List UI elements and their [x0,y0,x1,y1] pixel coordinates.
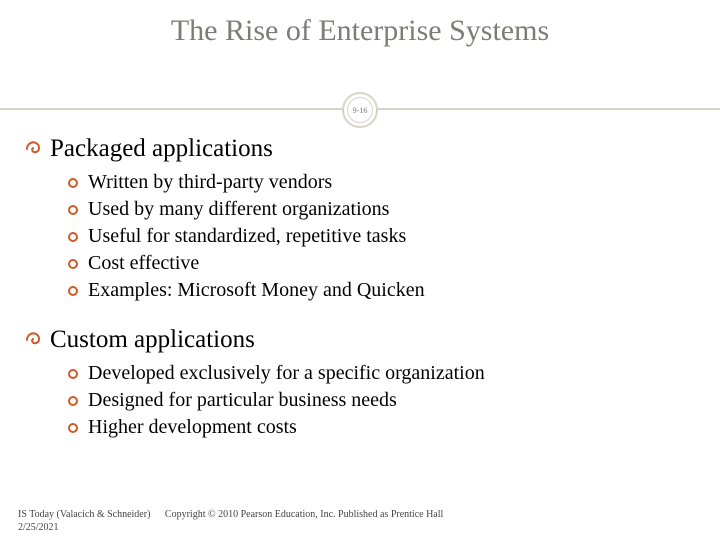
section-heading: Custom applications [26,326,690,354]
footer-date: 2/25/2021 [18,521,702,534]
section-heading-text: Packaged applications [50,135,273,163]
slide: The Rise of Enterprise Systems 9-16 Pack… [0,0,720,540]
list-item-text: Developed exclusively for a specific org… [88,360,485,387]
ring-icon [68,369,78,379]
ring-icon [68,205,78,215]
list-item: Developed exclusively for a specific org… [68,360,690,387]
list-item: Cost effective [68,250,690,277]
footer-source: IS Today (Valacich & Schneider) [18,509,150,520]
section-heading: Packaged applications [26,135,690,163]
list-item: Designed for particular business needs [68,387,690,414]
swirl-icon [26,331,44,349]
list-item: Examples: Microsoft Money and Quicken [68,277,690,304]
list-item: Written by third-party vendors [68,169,690,196]
section-heading-text: Custom applications [50,326,255,354]
list-item-text: Written by third-party vendors [88,169,332,196]
footer-copyright: Copyright © 2010 Pearson Education, Inc.… [165,509,443,520]
swirl-icon [26,140,44,158]
slide-title: The Rise of Enterprise Systems [0,14,720,48]
list-item-text: Cost effective [88,250,199,277]
slide-number: 9-16 [347,97,373,123]
ring-icon [68,423,78,433]
list-item-text: Designed for particular business needs [88,387,397,414]
slide-number-badge: 9-16 [342,92,378,128]
ring-icon [68,286,78,296]
bullet-list: Developed exclusively for a specific org… [68,360,690,441]
list-item: Useful for standardized, repetitive task… [68,223,690,250]
content-area: Packaged applications Written by third-p… [26,135,690,463]
list-item: Used by many different organizations [68,196,690,223]
list-item-text: Higher development costs [88,414,297,441]
list-item-text: Used by many different organizations [88,196,389,223]
bullet-list: Written by third-party vendors Used by m… [68,169,690,304]
list-item-text: Useful for standardized, repetitive task… [88,223,406,250]
ring-icon [68,178,78,188]
footer: IS Today (Valacich & Schneider) Copyrigh… [18,508,702,534]
ring-icon [68,396,78,406]
list-item: Higher development costs [68,414,690,441]
ring-icon [68,232,78,242]
footer-line-1: IS Today (Valacich & Schneider) Copyrigh… [18,508,702,521]
list-item-text: Examples: Microsoft Money and Quicken [88,277,425,304]
ring-icon [68,259,78,269]
section-packaged: Packaged applications Written by third-p… [26,135,690,304]
section-custom: Custom applications Developed exclusivel… [26,326,690,441]
